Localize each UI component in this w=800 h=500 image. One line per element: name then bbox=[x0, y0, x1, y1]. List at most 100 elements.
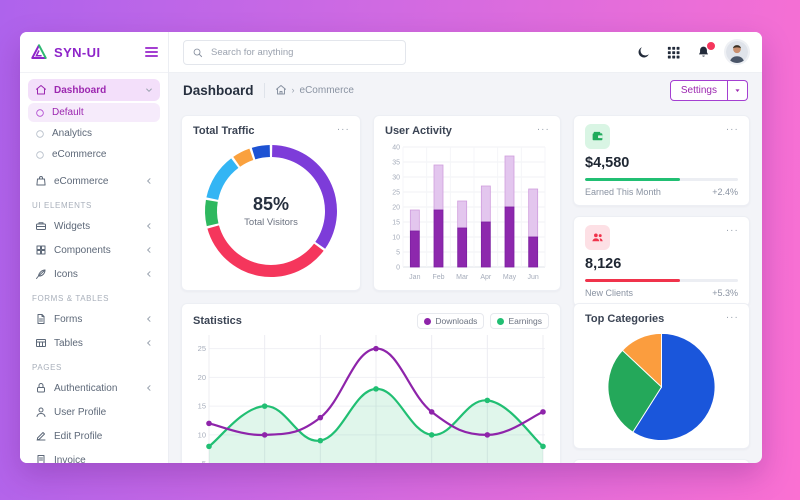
search-input[interactable] bbox=[209, 45, 397, 59]
hamburger-menu-icon[interactable] bbox=[145, 47, 158, 57]
earned-delta: +2.4% bbox=[712, 187, 738, 197]
chevron-right-icon: › bbox=[291, 85, 295, 95]
search-box[interactable] bbox=[183, 39, 406, 65]
main-area: Dashboard › eCommerce Settings Total Tra… bbox=[169, 32, 762, 463]
card-title: Top Categories bbox=[585, 313, 665, 325]
app-title: SYN-UI bbox=[54, 44, 101, 60]
sidebar-item-invoice[interactable]: Invoice bbox=[28, 449, 160, 463]
svg-text:0: 0 bbox=[396, 265, 400, 272]
sidebar-item-label: Invoice bbox=[54, 454, 86, 464]
breadcrumb-page: eCommerce bbox=[299, 84, 354, 96]
earned-label: Earned This Month bbox=[585, 187, 661, 197]
radio-circle-icon bbox=[35, 150, 45, 160]
legend-earnings[interactable]: Earnings bbox=[490, 313, 549, 329]
sidebar-item-label: Edit Profile bbox=[54, 430, 103, 442]
sidebar-subitem-analytics[interactable]: Analytics bbox=[28, 124, 160, 143]
sidebar-item-components[interactable]: Components bbox=[28, 239, 160, 261]
earned-progress-fill bbox=[585, 178, 680, 181]
sidebar-subitem-ecommerce[interactable]: eCommerce bbox=[28, 145, 160, 164]
settings-split-button: Settings bbox=[669, 79, 748, 101]
chevron-left-icon bbox=[145, 222, 153, 230]
dark-mode-moon-icon[interactable] bbox=[636, 45, 651, 60]
sidebar-item-edit-profile[interactable]: Edit Profile bbox=[28, 425, 160, 447]
nav-section-label-ui-elements: UI ELEMENTS bbox=[32, 201, 92, 210]
sidebar-subitem-label: Analytics bbox=[52, 128, 93, 139]
nav-section-label-pages: PAGES bbox=[32, 363, 62, 372]
clients-progress-track bbox=[585, 279, 738, 282]
svg-text:25: 25 bbox=[392, 190, 400, 197]
sidebar-item-label: Widgets bbox=[54, 220, 91, 232]
topbar bbox=[169, 32, 762, 73]
total-traffic-donut: 85% Total Visitors bbox=[201, 141, 341, 281]
chevron-left-icon bbox=[145, 315, 153, 323]
partial-card bbox=[573, 459, 750, 463]
settings-caret-button[interactable] bbox=[728, 79, 748, 101]
topbar-icons bbox=[636, 40, 748, 63]
sidebar-subitem-label: eCommerce bbox=[52, 149, 107, 160]
lock-icon bbox=[35, 382, 47, 394]
sidebar-item-user-profile[interactable]: User Profile bbox=[28, 401, 160, 423]
sidebar-item-label: eCommerce bbox=[54, 175, 109, 187]
components-icon bbox=[35, 244, 47, 256]
svg-text:May: May bbox=[503, 274, 517, 281]
svg-text:40: 40 bbox=[392, 145, 400, 152]
sidebar-item-icons[interactable]: Icons bbox=[28, 263, 160, 285]
svg-text:Jan: Jan bbox=[409, 274, 420, 281]
wallet-icon bbox=[591, 130, 604, 143]
user-icon bbox=[35, 406, 47, 418]
card-menu-icon[interactable]: ... bbox=[726, 122, 739, 133]
notifications-bell-icon[interactable] bbox=[696, 40, 716, 60]
statistics-legend: Downloads Earnings bbox=[417, 313, 549, 329]
sidebar-item-authentication[interactable]: Authentication bbox=[28, 377, 160, 399]
card-menu-icon[interactable]: ... bbox=[726, 310, 739, 321]
svg-text:10: 10 bbox=[198, 430, 206, 439]
dashboard-window: SYN-UI Dashboard Default Analytics eCommerc… bbox=[20, 32, 762, 463]
apps-grid-icon[interactable] bbox=[666, 45, 681, 60]
briefcase-icon bbox=[35, 220, 47, 232]
svg-text:Feb: Feb bbox=[432, 274, 444, 281]
clients-label: New Clients bbox=[585, 288, 634, 298]
right-bottom-column: Top Categories ... bbox=[573, 303, 750, 463]
table-icon bbox=[35, 337, 47, 349]
sidebar-item-tables[interactable]: Tables bbox=[28, 332, 160, 354]
user-avatar[interactable] bbox=[726, 41, 748, 63]
sidebar-item-label: Authentication bbox=[54, 382, 118, 394]
card-menu-icon[interactable]: ... bbox=[537, 122, 550, 133]
chevron-left-icon bbox=[145, 246, 153, 254]
sidebar-item-dashboard[interactable]: Dashboard bbox=[28, 79, 160, 101]
svg-text:10: 10 bbox=[392, 235, 400, 242]
donut-center: 85% Total Visitors bbox=[201, 141, 341, 281]
chevron-left-icon bbox=[145, 339, 153, 347]
sidebar-item-widgets[interactable]: Widgets bbox=[28, 215, 160, 237]
search-icon bbox=[192, 47, 203, 58]
line-chart: 25 20 15 10 5 bbox=[193, 333, 549, 463]
sidebar-item-forms[interactable]: Forms bbox=[28, 308, 160, 330]
clients-footer: New Clients +5.3% bbox=[585, 288, 738, 298]
earned-footer: Earned This Month +2.4% bbox=[585, 187, 738, 197]
svg-text:Jun: Jun bbox=[528, 274, 539, 281]
file-icon bbox=[35, 313, 47, 325]
downloads-dot-icon bbox=[424, 317, 432, 325]
settings-button[interactable]: Settings bbox=[669, 79, 728, 101]
sidebar-nav: Dashboard Default Analytics eCommerce eComme… bbox=[20, 73, 168, 463]
donut-center-value: 85% bbox=[252, 194, 290, 214]
sidebar-subitem-default[interactable]: Default bbox=[28, 103, 160, 122]
earnings-dot-icon bbox=[497, 317, 505, 325]
donut-center-label: Total Visitors bbox=[244, 217, 298, 228]
breadcrumb: Dashboard › eCommerce Settings bbox=[169, 73, 762, 107]
home-icon[interactable] bbox=[275, 84, 287, 96]
invoice-icon bbox=[35, 454, 47, 463]
card-title: Statistics bbox=[193, 315, 242, 327]
home-icon bbox=[35, 84, 47, 96]
wallet-icon-box bbox=[585, 124, 610, 149]
donut-chart bbox=[201, 141, 341, 281]
syn-ui-logo-icon bbox=[30, 43, 48, 61]
card-menu-icon[interactable]: ... bbox=[337, 122, 350, 133]
earned-card: ... $4,580 Earned This Month +2.4% bbox=[573, 115, 750, 206]
card-title: Total Traffic bbox=[193, 125, 255, 137]
legend-downloads[interactable]: Downloads bbox=[417, 313, 485, 329]
total-traffic-card: Total Traffic ... 85% Total Visitors bbox=[181, 115, 361, 291]
sidebar-item-ecommerce[interactable]: eCommerce bbox=[28, 170, 160, 192]
card-menu-icon[interactable]: ... bbox=[726, 223, 739, 234]
svg-text:15: 15 bbox=[198, 402, 206, 411]
